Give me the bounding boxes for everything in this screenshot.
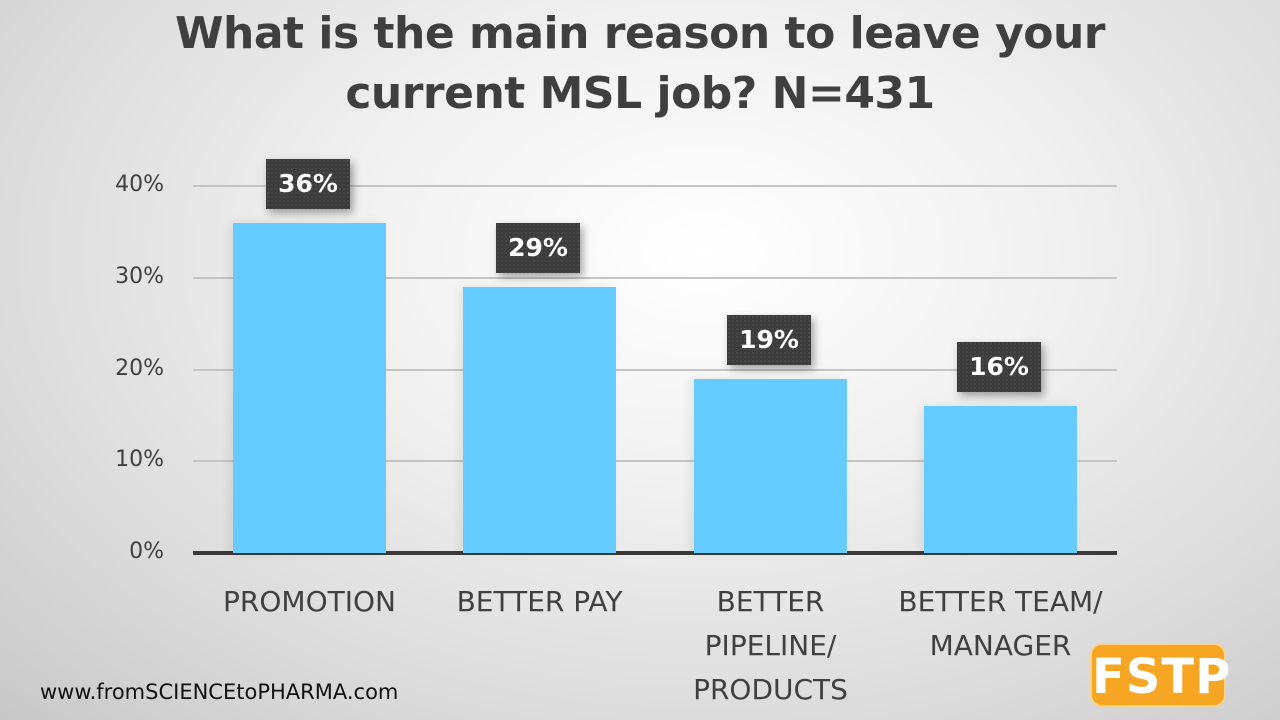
data-label: 16%	[957, 342, 1041, 393]
data-label: 36%	[266, 158, 350, 209]
plot-area: 36% 29% 19% 16%	[193, 158, 1117, 555]
x-category-label: PROMOTION	[223, 585, 396, 618]
chart-title: What is the main reason to leave your cu…	[0, 4, 1280, 124]
gridline	[193, 185, 1117, 187]
bar	[463, 286, 616, 553]
gridline	[193, 368, 1117, 371]
y-tick-label: 10%	[115, 447, 164, 473]
fstp-logo: FSTP	[1090, 643, 1230, 707]
data-label: 29%	[496, 222, 580, 273]
y-tick-label: 0%	[129, 539, 164, 564]
x-category-label: BETTER TEAM/MANAGER	[898, 585, 1103, 662]
bar	[694, 378, 847, 553]
chart-title-line-1: What is the main reason to leave your	[174, 8, 1106, 59]
x-category-label: BETTER PIPELINE/PRODUCTS	[693, 585, 848, 706]
y-tick-label: 30%	[115, 263, 164, 289]
gridline	[193, 276, 1117, 279]
gridline	[193, 460, 1117, 463]
x-axis-line	[193, 551, 1117, 555]
bar	[233, 222, 386, 553]
y-tick-label: 40%	[115, 172, 164, 197]
website-footer: www.fromSCIENCEtoPHARMA.com	[40, 680, 399, 704]
data-label: 19%	[727, 314, 811, 365]
bar	[924, 406, 1077, 553]
y-tick-label: 20%	[115, 355, 164, 381]
chart-title-line-2: current MSL job? N=431	[345, 68, 935, 119]
x-category-label: BETTER PAY	[456, 585, 623, 618]
